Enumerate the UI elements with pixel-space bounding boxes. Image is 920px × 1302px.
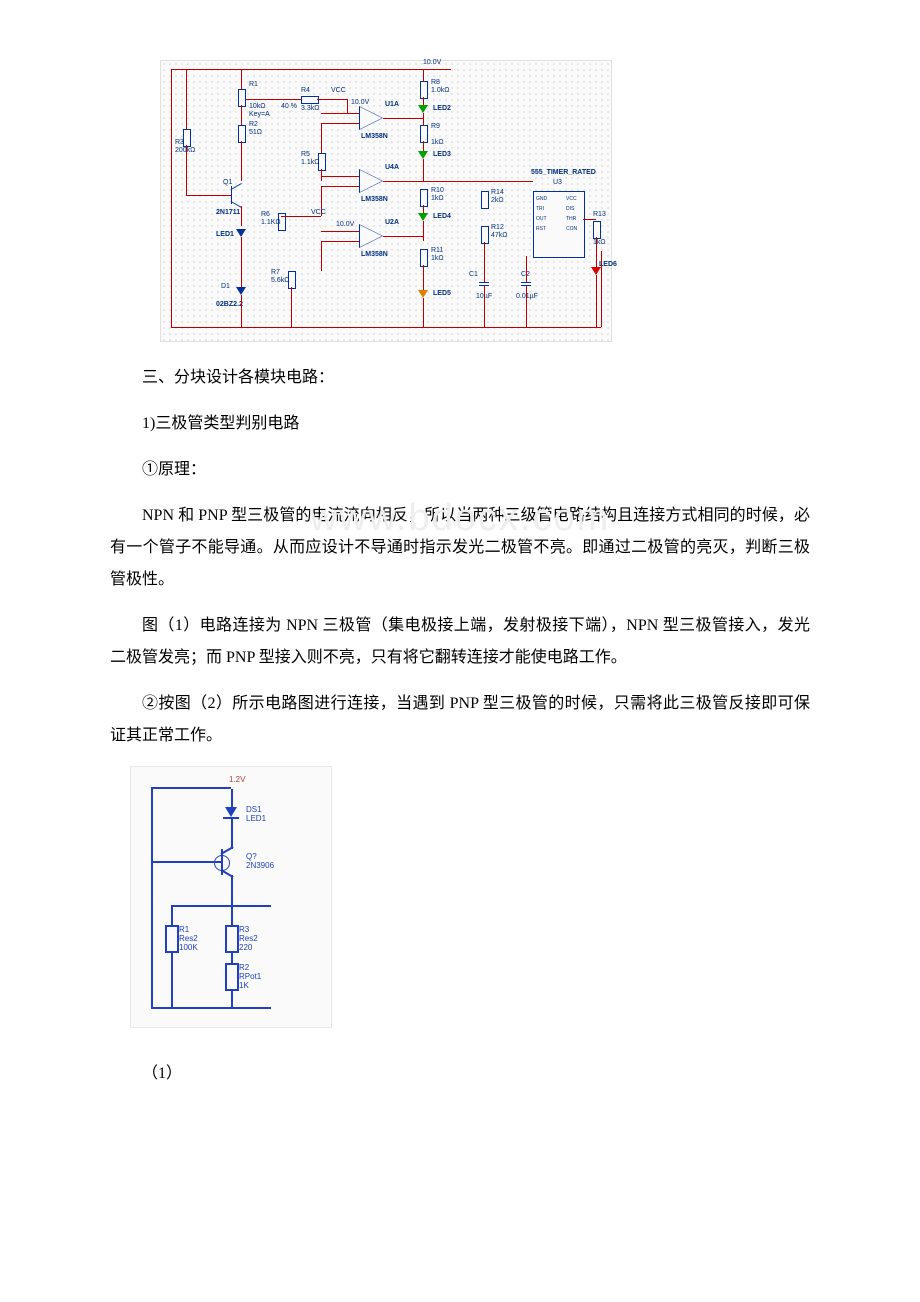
principle-label: ①原理： <box>110 454 810 486</box>
label-top-v: 10.0V <box>423 59 441 66</box>
text-body: www.bdocx.com 三、分块设计各模块电路： 1)三极管类型判别电路 ①… <box>110 362 810 752</box>
label-R12: R12 <box>491 224 504 231</box>
label-R14v: 2kΩ <box>491 197 504 204</box>
label-VCC1: VCC <box>331 87 346 94</box>
slabel-R3v: 220 <box>239 943 252 952</box>
label-U4A: U4A <box>385 164 399 171</box>
label-R4v: 3.3kΩ <box>301 105 319 112</box>
slabel-R2v: 1K <box>239 981 249 990</box>
label-R5: R5 <box>301 151 310 158</box>
heading-3: 三、分块设计各模块电路： <box>110 362 810 394</box>
slabel-DS1: DS1 <box>246 805 262 814</box>
label-LM1: LM358N <box>361 133 388 140</box>
label-LED4: LED4 <box>433 213 451 220</box>
pin-rst: RST <box>536 226 546 232</box>
label-LM2: LM358N <box>361 196 388 203</box>
slabel-vsrc: 1.2V <box>229 775 245 784</box>
label-V10a: 10.0V <box>351 99 369 106</box>
label-LED2: LED2 <box>433 105 451 112</box>
label-C1: C1 <box>469 271 478 278</box>
label-Q1: Q1 <box>223 179 232 186</box>
label-R12v: 47kΩ <box>491 232 508 239</box>
pin-vcc: VCC <box>566 196 577 202</box>
label-R9: R9 <box>431 123 440 130</box>
label-U3: U3 <box>553 179 562 186</box>
pin-out: OUT <box>536 216 547 222</box>
label-R11: R11 <box>431 247 443 254</box>
slabel-R2: R2 <box>239 963 249 972</box>
label-R8: R8 <box>431 79 440 86</box>
small-circuit-diagram: 1.2V DS1 LED1 Q? 2N3906 R1 Res2 100K R3 … <box>130 766 332 1028</box>
label-R10v: 1kΩ <box>431 195 444 202</box>
figure-1-caption: （1） <box>110 1058 810 1090</box>
slabel-R1v: 100K <box>179 943 198 952</box>
label-D1: D1 <box>221 283 230 290</box>
label-LED3: LED3 <box>433 151 451 158</box>
slabel-R1p: Res2 <box>179 934 198 943</box>
slabel-R3: R3 <box>239 925 249 934</box>
label-U1A: U1A <box>385 101 399 108</box>
label-LED6: LED6 <box>599 261 617 268</box>
paragraph-2: 图（1）电路连接为 NPN 三极管（集电极接上端，发射极接下端），NPN 型三极… <box>110 610 810 674</box>
label-R5v: 1.1kΩ <box>301 159 319 166</box>
document-page: 10.0V R1 10kΩ Key=A 40 % R2 51Ω R3 200kΩ… <box>0 0 920 1164</box>
slabel-R3p: Res2 <box>239 934 258 943</box>
label-LM3: LM358N <box>361 251 388 258</box>
label-R1p: 40 % <box>281 103 297 110</box>
paragraph-1: NPN 和 PNP 型三极管的电流流向相反，所以当两种三级管电路结构且连接方式相… <box>110 500 810 596</box>
paragraph-3: ②按图（2）所示电路图进行连接，当遇到 PNP 型三极管的时候，只需将此三极管反… <box>110 688 810 752</box>
label-R2v: 51Ω <box>249 129 262 136</box>
label-VCC2: VCC <box>311 209 326 216</box>
label-LED5: LED5 <box>433 290 451 297</box>
label-R4: R4 <box>301 87 310 94</box>
label-R14: R14 <box>491 189 504 196</box>
pin-dis: DIS <box>566 206 574 212</box>
label-R1: R1 <box>249 81 258 88</box>
label-R13v: 1kΩ <box>593 239 606 246</box>
slabel-Q: Q? <box>246 852 257 861</box>
section-1-title: 1)三极管类型判别电路 <box>110 408 810 440</box>
slabel-R1: R1 <box>179 925 189 934</box>
label-R6: R6 <box>261 211 270 218</box>
label-R9v: 1kΩ <box>431 139 444 146</box>
label-D1v: 02BZ2.2 <box>216 301 243 308</box>
label-R2: R2 <box>249 121 258 128</box>
slabel-R2p: RPot1 <box>239 972 261 981</box>
label-R8v: 1.0kΩ <box>431 87 449 94</box>
label-R6v: 1.1KΩ <box>261 219 281 226</box>
label-U3v: 555_TIMER_RATED <box>531 169 596 176</box>
pin-con: CON <box>566 226 577 232</box>
main-circuit-diagram: 10.0V R1 10kΩ Key=A 40 % R2 51Ω R3 200kΩ… <box>160 60 612 342</box>
label-R7: R7 <box>271 269 280 276</box>
label-R1v: 10kΩ <box>249 103 266 110</box>
pin-gnd: GND <box>536 196 547 202</box>
label-R13: R13 <box>593 211 606 218</box>
label-R11v: 1kΩ <box>431 255 444 262</box>
pin-tri: TRI <box>536 206 544 212</box>
pin-thr: THR <box>566 216 576 222</box>
label-R1k: Key=A <box>249 111 270 118</box>
circuit-content: 10.0V R1 10kΩ Key=A 40 % R2 51Ω R3 200kΩ… <box>161 61 611 341</box>
label-R10: R10 <box>431 187 444 194</box>
label-R3: R3 <box>175 139 184 146</box>
label-U2A: U2A <box>385 219 399 226</box>
label-R7v: 5.6kΩ <box>271 277 289 284</box>
slabel-DS1p: LED1 <box>246 814 266 823</box>
label-LED1: LED1 <box>216 231 234 238</box>
slabel-Qp: 2N3906 <box>246 861 274 870</box>
label-V10b: 10.0V <box>336 221 354 228</box>
label-Q1v: 2N1711 <box>216 209 240 216</box>
